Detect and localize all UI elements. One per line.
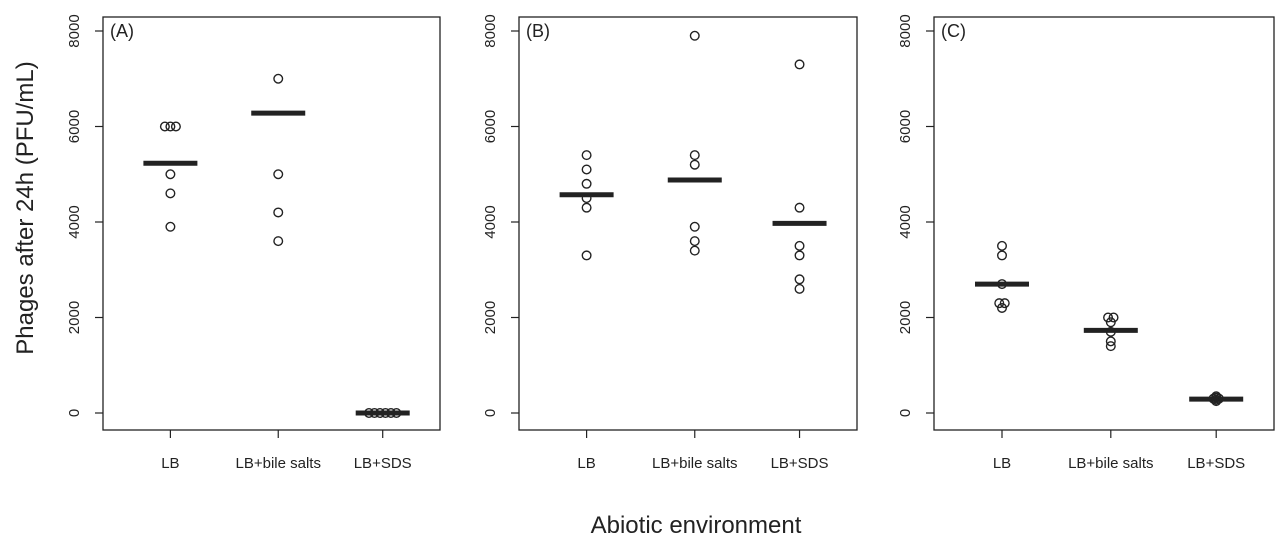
data-point [374,408,385,419]
x-tick-label: LB+SDS [1187,455,1245,472]
panel-label: (B) [526,21,550,41]
data-point [689,245,700,256]
plot-frame [102,16,441,431]
data-point [1108,312,1119,323]
x-tick-label: LB+bile salts [236,455,321,472]
data-point [581,250,592,261]
data-point [689,159,700,170]
data-point [165,188,176,199]
data-point [273,207,284,218]
data-point [581,150,592,161]
data-point [794,202,805,213]
data-point [689,236,700,247]
data-point [794,59,805,70]
x-tick-label: LB [161,455,179,472]
y-tick-label: 8000 [482,14,499,47]
data-point [165,221,176,232]
data-point [1105,326,1116,337]
x-tick-label: LB+SDS [771,455,829,472]
y-axis-label: Phages after 24h (PFU/mL) [12,61,39,354]
data-point [369,408,380,419]
data-point [689,30,700,41]
y-tick-label: 8000 [66,14,83,47]
y-tick-label: 4000 [66,205,83,238]
data-point [380,408,391,419]
y-tick-label: 2000 [897,301,914,334]
data-point [997,240,1008,251]
data-point [794,240,805,251]
x-tick-label: LB+bile salts [652,455,737,472]
data-point [1105,341,1116,352]
data-point [1211,396,1222,407]
panel-2: 0 2000 4000 6000 8000 LB LB+bile salts LB+SDS (C… [897,14,1275,472]
y-tick-label: 4000 [482,205,499,238]
data-point [159,121,170,132]
y-tick-label: 0 [66,409,83,417]
y-tick-label: 6000 [482,110,499,143]
y-tick-label: 8000 [897,14,914,47]
data-point [689,150,700,161]
panel-label: (C) [941,21,966,41]
data-point [794,283,805,294]
data-point [994,298,1005,309]
data-point [1105,317,1116,328]
panel-label: (A) [110,21,134,41]
data-point [794,250,805,261]
data-point [1103,312,1114,323]
data-point [363,408,374,419]
x-tick-label: LB [993,455,1011,472]
data-point [581,178,592,189]
plot-frame [518,16,858,431]
data-point [170,121,181,132]
y-tick-label: 0 [482,409,499,417]
data-point [997,279,1008,290]
data-point [385,408,396,419]
data-point [1105,336,1116,347]
panels: 0 2000 4000 6000 8000 LB LB+bile salts LB+SDS (A… [66,14,1275,472]
y-tick-label: 0 [897,409,914,417]
y-tick-label: 2000 [66,301,83,334]
plot-frame [933,16,1275,431]
data-point [999,298,1010,309]
data-point [581,193,592,204]
y-tick-label: 2000 [482,301,499,334]
panel-0: 0 2000 4000 6000 8000 LB LB+bile salts LB+SDS (A… [66,14,441,472]
x-tick-label: LB+SDS [354,455,412,472]
data-point [997,302,1008,313]
data-point [581,164,592,175]
y-tick-label: 6000 [897,110,914,143]
data-point [165,169,176,180]
y-tick-label: 6000 [66,110,83,143]
data-point [165,121,176,132]
x-tick-label: LB+bile salts [1068,455,1153,472]
data-point [997,250,1008,261]
data-point [689,221,700,232]
data-point [794,274,805,285]
x-tick-label: LB [577,455,595,472]
x-axis-label: Abiotic environment [591,512,802,536]
data-point [391,408,402,419]
data-point [273,169,284,180]
data-point [581,202,592,213]
panel-1: 0 2000 4000 6000 8000 LB LB+bile salts LB+SDS (B… [482,14,858,472]
data-point [273,236,284,247]
data-point [273,73,284,84]
y-tick-label: 4000 [897,205,914,238]
